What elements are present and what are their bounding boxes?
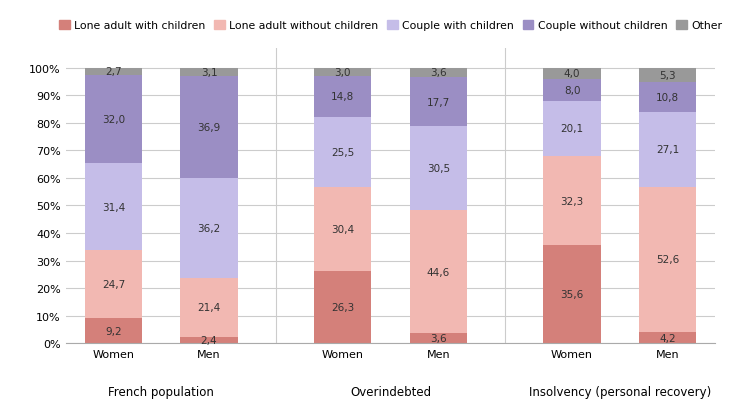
Text: 27,1: 27,1 xyxy=(656,145,679,155)
Bar xyxy=(410,211,467,334)
Bar xyxy=(639,68,696,83)
Bar xyxy=(314,68,372,76)
Text: 36,9: 36,9 xyxy=(197,123,220,133)
Bar xyxy=(639,187,696,332)
Text: 17,7: 17,7 xyxy=(427,98,450,108)
Bar xyxy=(180,77,238,178)
Text: 20,1: 20,1 xyxy=(561,124,584,134)
Text: 3,6: 3,6 xyxy=(430,68,447,78)
Legend: Lone adult with children, Lone adult without children, Couple with children, Cou: Lone adult with children, Lone adult wit… xyxy=(55,16,726,35)
Bar xyxy=(543,79,601,101)
Text: 44,6: 44,6 xyxy=(427,267,450,277)
Bar xyxy=(180,278,238,337)
Bar xyxy=(85,250,142,318)
Text: 2,7: 2,7 xyxy=(105,67,122,77)
Text: 30,4: 30,4 xyxy=(331,225,354,234)
Bar xyxy=(314,271,372,344)
Text: 3,0: 3,0 xyxy=(334,67,351,77)
Bar xyxy=(314,117,372,187)
Text: 25,5: 25,5 xyxy=(331,147,354,157)
Text: 9,2: 9,2 xyxy=(105,326,122,336)
Bar xyxy=(543,101,601,157)
Bar xyxy=(180,68,238,77)
Bar xyxy=(543,245,601,344)
Bar xyxy=(85,76,142,164)
Bar xyxy=(543,68,601,79)
Text: 14,8: 14,8 xyxy=(331,92,354,102)
Text: 36,2: 36,2 xyxy=(197,223,220,233)
Text: Insolvency (personal recovery): Insolvency (personal recovery) xyxy=(529,385,711,398)
Bar xyxy=(639,332,696,344)
Bar xyxy=(410,334,467,344)
Bar xyxy=(314,187,372,271)
Text: 4,2: 4,2 xyxy=(659,333,676,343)
Bar xyxy=(639,112,696,187)
Text: 52,6: 52,6 xyxy=(656,255,679,265)
Text: 2,4: 2,4 xyxy=(201,335,218,345)
Bar xyxy=(85,318,142,344)
Text: 32,0: 32,0 xyxy=(102,115,125,125)
Text: Overindebted: Overindebted xyxy=(350,385,431,398)
Text: 10,8: 10,8 xyxy=(656,93,679,103)
Bar xyxy=(85,68,142,76)
Bar xyxy=(180,337,238,344)
Text: 8,0: 8,0 xyxy=(564,85,580,95)
Bar xyxy=(639,83,696,112)
Bar xyxy=(410,68,467,78)
Bar xyxy=(543,157,601,245)
Bar xyxy=(85,164,142,250)
Text: 31,4: 31,4 xyxy=(102,202,125,212)
Text: 3,1: 3,1 xyxy=(201,67,218,78)
Bar xyxy=(410,127,467,211)
Text: 35,6: 35,6 xyxy=(561,290,584,299)
Text: 26,3: 26,3 xyxy=(331,302,354,312)
Text: 4,0: 4,0 xyxy=(564,69,580,79)
Text: 30,5: 30,5 xyxy=(427,164,450,174)
Text: 24,7: 24,7 xyxy=(102,279,125,289)
Text: 32,3: 32,3 xyxy=(561,196,584,206)
Bar xyxy=(314,76,372,117)
Text: French population: French population xyxy=(108,385,214,398)
Text: 21,4: 21,4 xyxy=(197,303,220,312)
Text: 5,3: 5,3 xyxy=(659,71,676,81)
Text: 3,6: 3,6 xyxy=(430,334,447,344)
Bar xyxy=(410,78,467,127)
Bar xyxy=(180,178,238,278)
